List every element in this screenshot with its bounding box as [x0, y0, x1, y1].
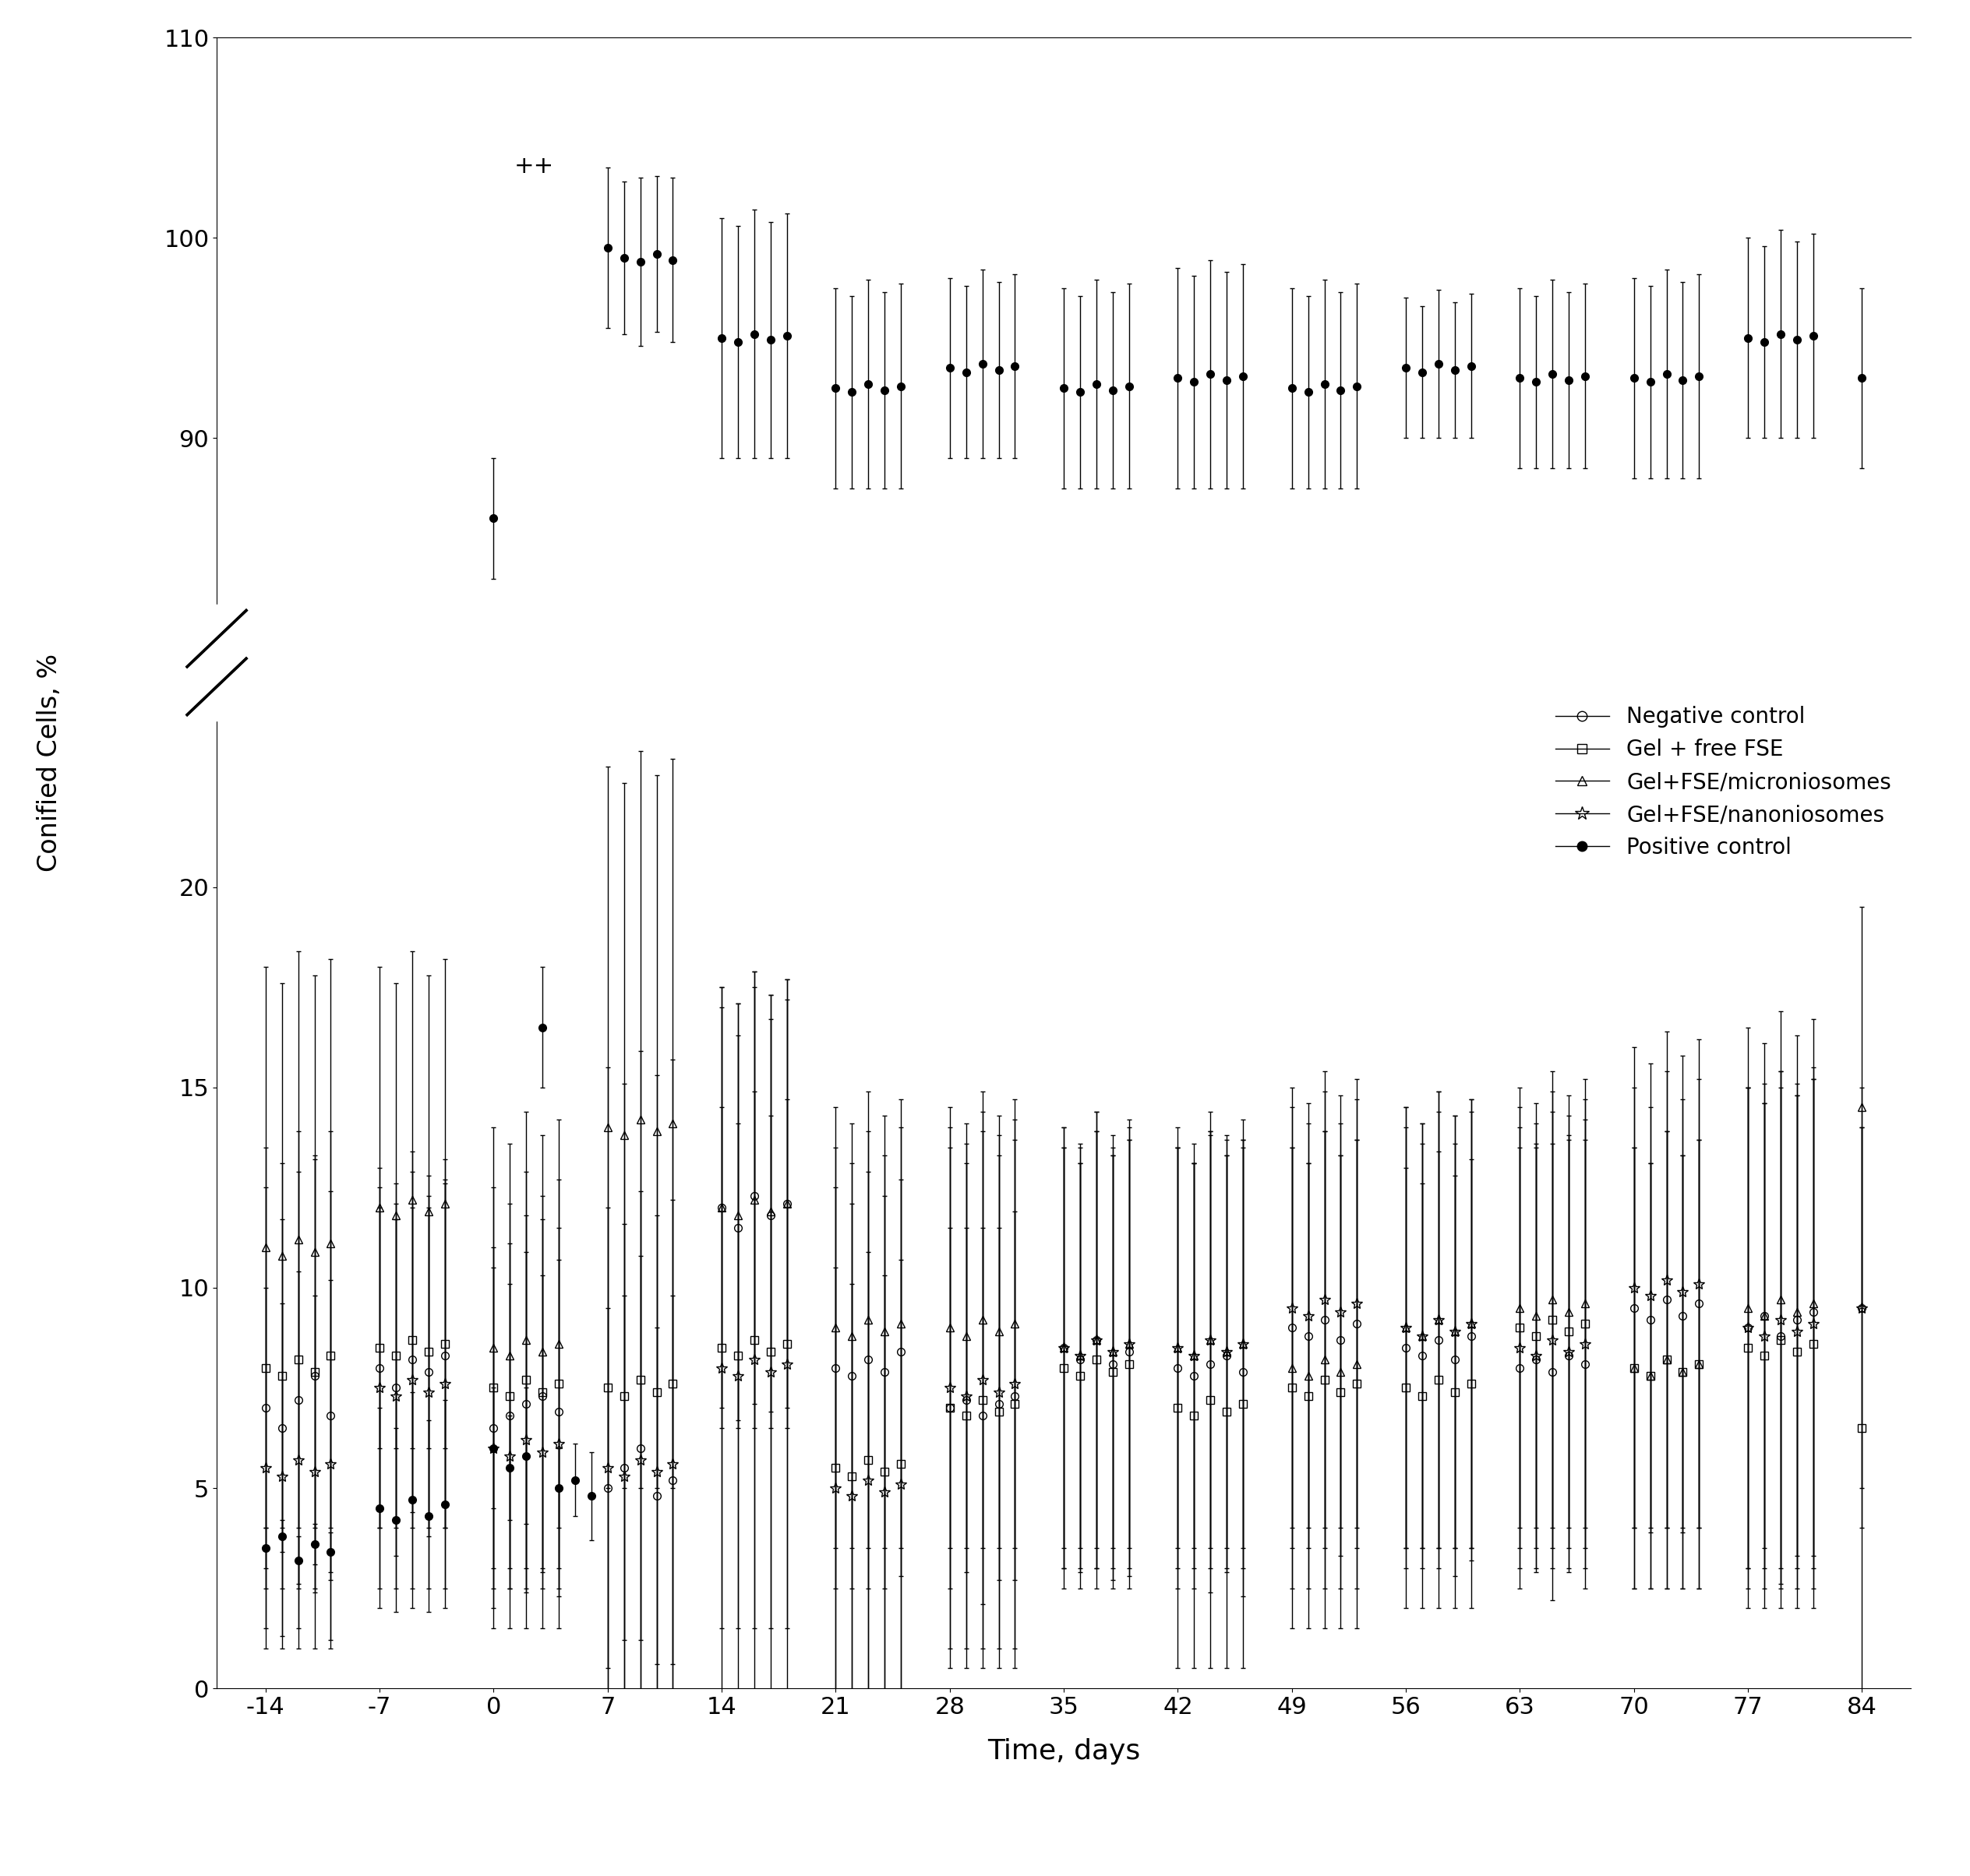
- Text: Conified Cells, %: Conified Cells, %: [35, 653, 63, 872]
- Legend: Negative control, Gel + free FSE, Gel+FSE/microniosomes, Gel+FSE/nanoniosomes, P: Negative control, Gel + free FSE, Gel+FS…: [1546, 698, 1901, 867]
- X-axis label: Time, days: Time, days: [987, 1737, 1141, 1765]
- Text: ++: ++: [514, 156, 554, 178]
